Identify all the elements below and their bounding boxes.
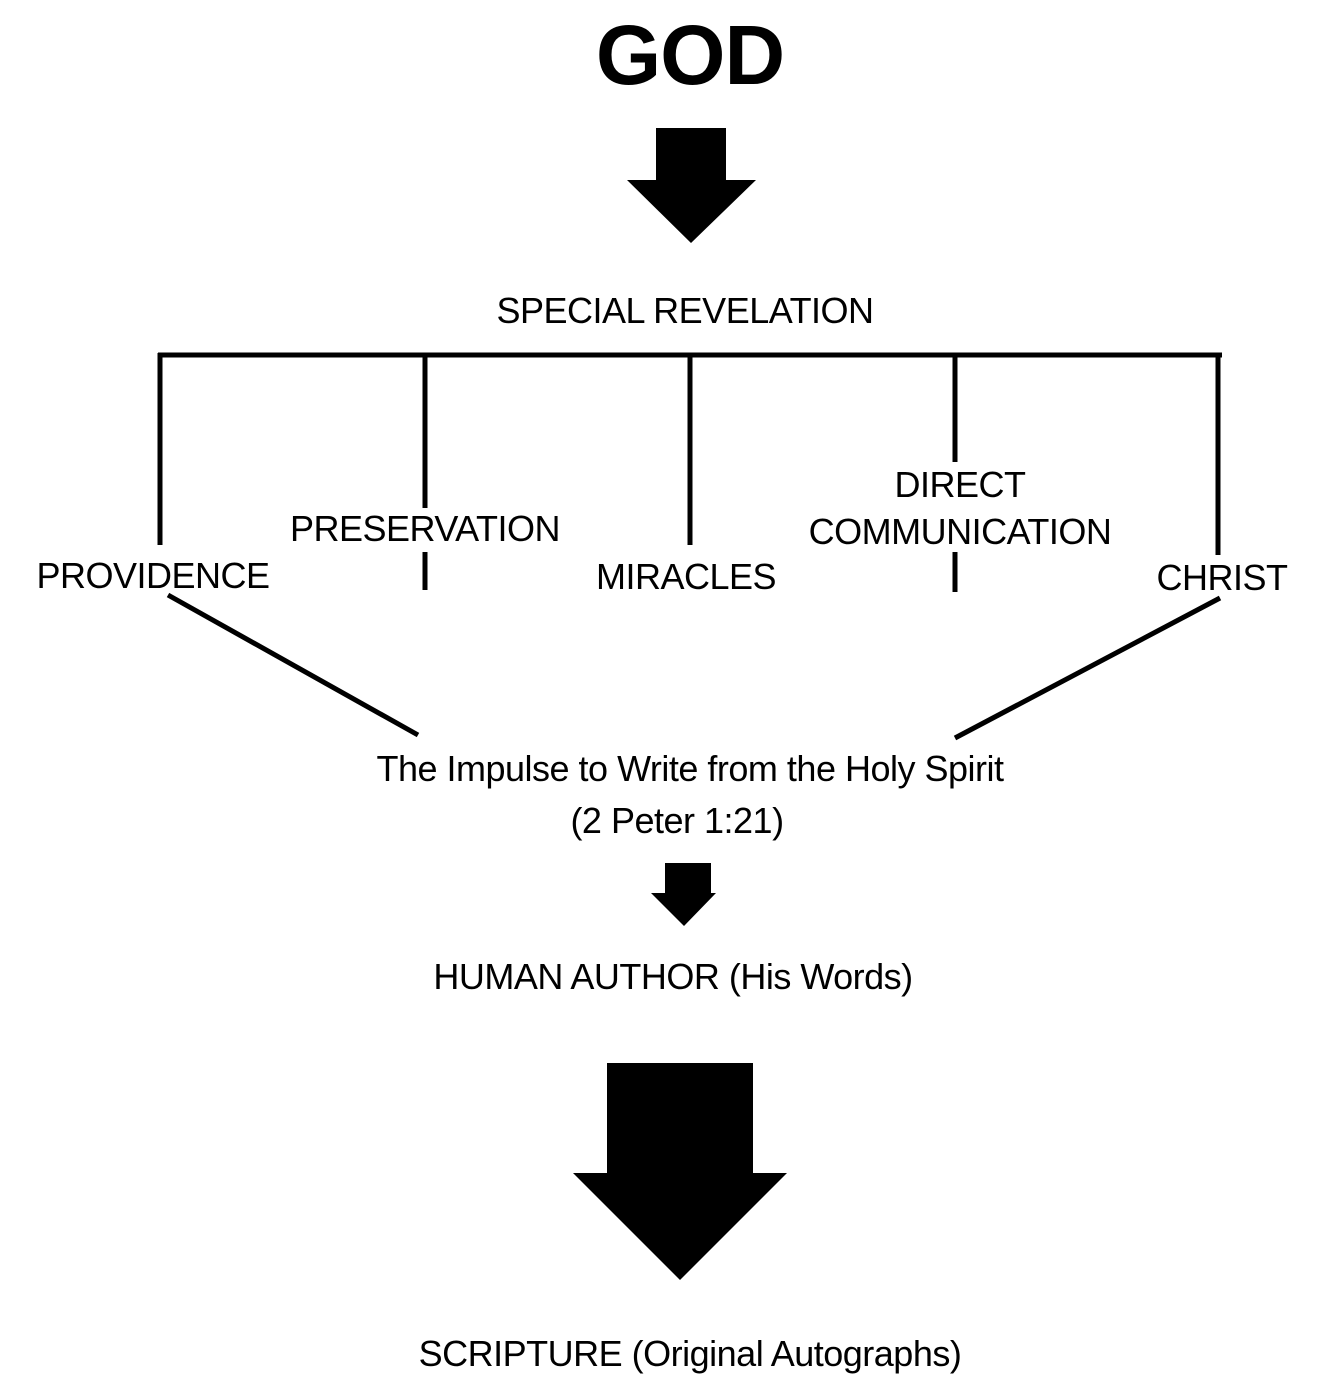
providence-label: PROVIDENCE: [36, 555, 269, 596]
god-title: GOD: [596, 8, 784, 102]
communication-label: COMMUNICATION: [809, 511, 1112, 552]
scripture-label: SCRIPTURE (Original Autographs): [419, 1333, 962, 1374]
arrow-down-icon: [627, 128, 756, 243]
arrow-down-icon: [651, 863, 716, 926]
human-author-label: HUMAN AUTHOR (His Words): [433, 956, 912, 997]
christ-label: CHRIST: [1157, 557, 1289, 598]
converge-line-left: [166, 592, 420, 738]
special-revelation-label: SPECIAL REVELATION: [496, 290, 873, 331]
scripture-reference: (2 Peter 1:21): [570, 800, 783, 841]
direct-label: DIRECT: [895, 464, 1027, 505]
converge-line-right: [953, 595, 1222, 741]
miracles-label: MIRACLES: [596, 556, 776, 597]
impulse-label: The Impulse to Write from the Holy Spiri…: [376, 748, 1004, 789]
preservation-label: PRESERVATION: [290, 508, 560, 549]
arrow-down-icon: [573, 1063, 787, 1280]
